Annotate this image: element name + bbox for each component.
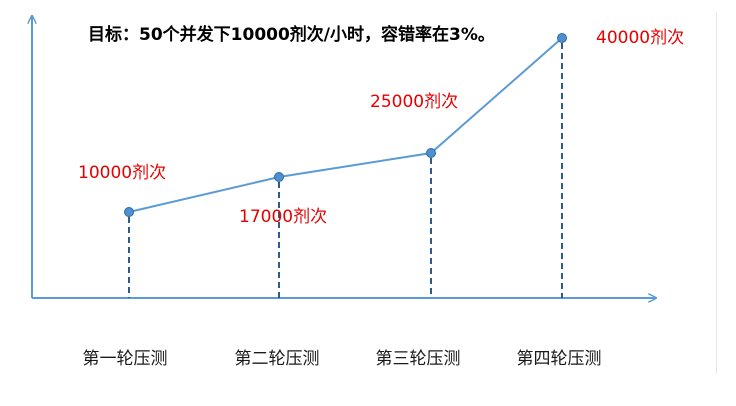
category-label: 第一轮压测	[83, 349, 168, 369]
chart-title: 目标：50个并发下10000剂次/小时，容错率在3%。	[88, 24, 495, 45]
data-label: 40000剂次	[596, 28, 684, 48]
data-point	[426, 148, 436, 158]
data-label: 25000剂次	[370, 92, 458, 112]
data-label: 10000剂次	[78, 163, 166, 183]
series-line	[128, 37, 563, 213]
data-point	[124, 207, 134, 217]
data-label: 17000剂次	[239, 207, 327, 227]
data-point	[274, 172, 284, 182]
category-label: 第二轮压测	[235, 349, 320, 369]
category-label: 第三轮压测	[376, 349, 461, 369]
data-point	[557, 33, 567, 43]
category-label: 第四轮压测	[517, 349, 602, 369]
page-edge-divider	[716, 12, 717, 374]
